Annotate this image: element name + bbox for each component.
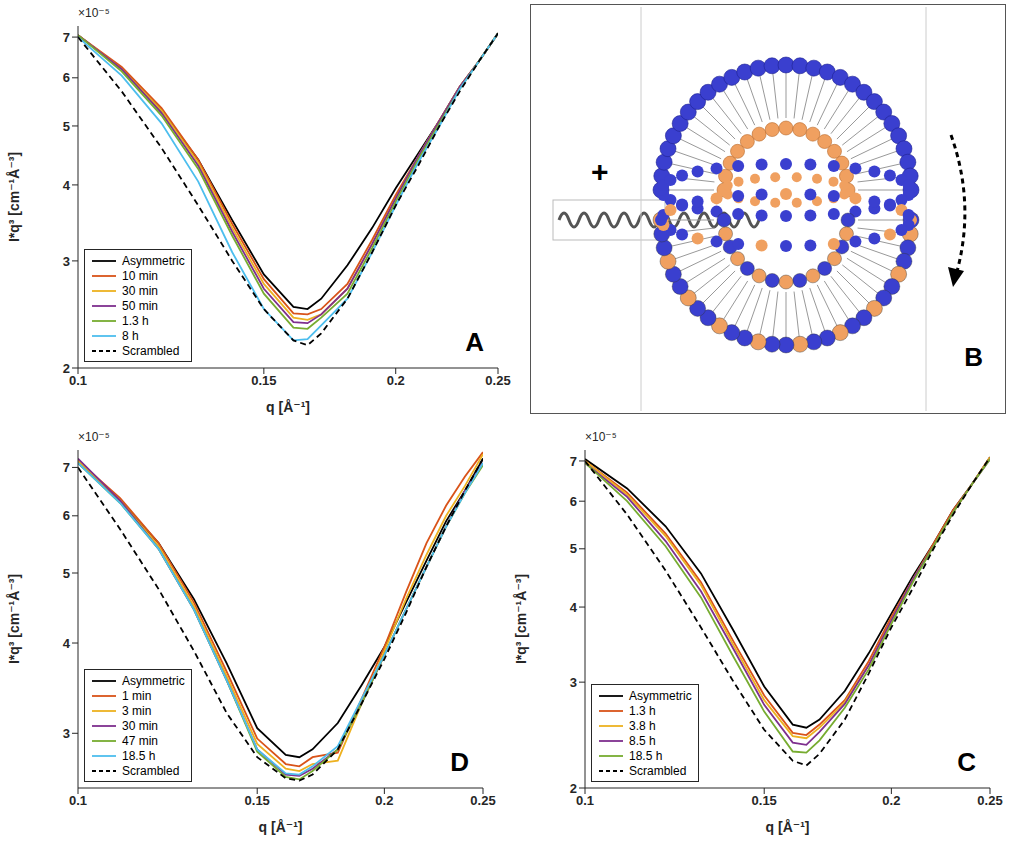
html-text:30 min: 30 min [122,718,158,733]
svg-text:0.2: 0.2 [387,373,405,388]
html-text:1 min: 1 min [122,688,152,703]
svg-text:0.15: 0.15 [251,373,276,388]
html-text:30 min: 30 min [122,283,158,298]
svg-text:7: 7 [570,454,577,469]
html-text:Scrambled: Scrambled [122,763,180,778]
svg-text:0.1: 0.1 [69,373,87,388]
svg-text:0.25: 0.25 [485,373,510,388]
svg-text:5: 5 [570,541,577,556]
html-text:10 min: 10 min [122,268,158,283]
svg-text:4: 4 [63,636,71,651]
svg-text:7: 7 [63,460,70,475]
svg-text:2: 2 [570,781,577,796]
html-text:Asymmetric: Asymmetric [629,688,692,703]
svg-text:0.2: 0.2 [375,793,393,808]
html-text:×10⁻⁵: ×10⁻⁵ [78,430,110,444]
svg-text:4: 4 [63,178,71,193]
svg-text:3: 3 [63,254,70,269]
html-text:Scrambled: Scrambled [629,763,687,778]
svg-text:0.25: 0.25 [470,793,495,808]
svg-text:q [Å⁻¹]: q [Å⁻¹] [266,399,310,415]
html-text:1.3 h: 1.3 h [122,313,149,328]
svg-text:5: 5 [63,566,70,581]
svg-text:6: 6 [63,70,70,85]
html-text:3 min: 3 min [122,703,152,718]
html-text:Scrambled: Scrambled [122,343,180,358]
html-text:×10⁻⁵: ×10⁻⁵ [585,430,617,444]
html-text:C: C [957,747,976,777]
html-text:Asymmetric: Asymmetric [122,673,185,688]
svg-text:I*q³ [cm⁻¹Å⁻³]: I*q³ [cm⁻¹Å⁻³] [6,152,22,242]
svg-text:0.1: 0.1 [69,793,87,808]
svg-text:0.2: 0.2 [882,793,900,808]
html-text:A: A [465,327,484,357]
html-text:D: D [450,747,469,777]
html-text:18.5 h: 18.5 h [629,748,663,763]
html-text:3.8 h: 3.8 h [629,718,656,733]
svg-text:6: 6 [570,494,577,509]
svg-text:3: 3 [570,675,577,690]
svg-text:7: 7 [63,30,70,45]
svg-text:3: 3 [63,726,70,741]
html-text:18.5 h: 18.5 h [122,748,156,763]
svg-text:0.15: 0.15 [752,793,777,808]
html-text:8 h: 8 h [122,328,139,343]
html-text:47 min: 47 min [122,733,158,748]
svg-text:2: 2 [63,361,70,376]
svg-text:4: 4 [570,600,578,615]
html-text:Asymmetric: Asymmetric [122,253,185,268]
svg-text:0.25: 0.25 [977,793,1002,808]
html-text:50 min: 50 min [122,298,158,313]
html-text:1.3 h: 1.3 h [629,703,656,718]
svg-text:5: 5 [63,119,70,134]
svg-text:0.1: 0.1 [576,793,594,808]
svg-text:6: 6 [63,508,70,523]
svg-text:q [Å⁻¹]: q [Å⁻¹] [259,819,303,835]
html-text:8.5 h: 8.5 h [629,733,656,748]
svg-text:q [Å⁻¹]: q [Å⁻¹] [766,819,810,835]
html-text:×10⁻⁵: ×10⁻⁵ [78,6,110,20]
svg-text:I*q³ [cm⁻¹Å⁻³]: I*q³ [cm⁻¹Å⁻³] [6,574,22,664]
html-text:B: B [964,342,983,372]
svg-text:I*q³ [cm⁻¹Å⁻³]: I*q³ [cm⁻¹Å⁻³] [513,574,529,664]
svg-text:0.15: 0.15 [245,793,270,808]
